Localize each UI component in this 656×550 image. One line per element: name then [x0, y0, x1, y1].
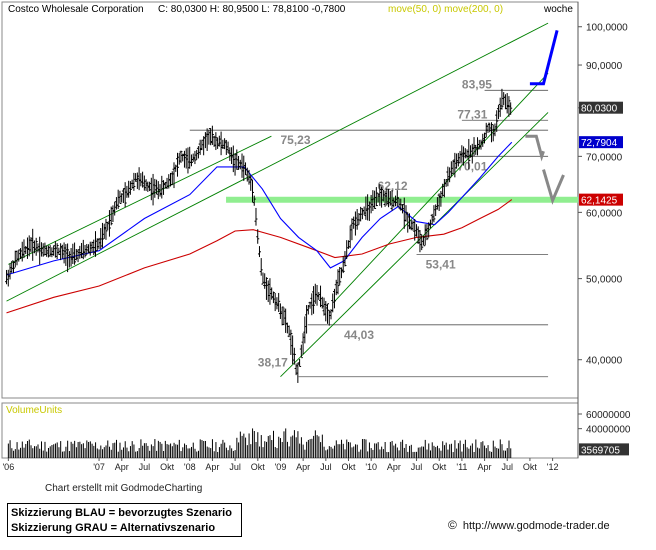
trend-channel-line: [8, 135, 272, 265]
price-tag: [579, 101, 623, 114]
chart-title: Costco Wholesale Corporation: [8, 4, 144, 15]
x-tick-label: Apr: [205, 462, 219, 472]
x-tick-label: '07: [93, 462, 105, 472]
y-tick-label: 90,0000: [586, 61, 623, 72]
volume-tick-label: 40000000: [586, 425, 631, 436]
x-tick-label: Apr: [387, 462, 401, 472]
y-tick-label: 70,0000: [586, 152, 623, 163]
chart-credit: Chart erstellt mit GodmodeCharting: [45, 483, 203, 494]
price-tag-label: 62,1425: [581, 196, 618, 207]
level-label: 77,31: [457, 107, 487, 121]
x-tick-label: Okt: [251, 462, 266, 472]
source-link[interactable]: © http://www.godmode-trader.de: [448, 518, 610, 532]
period-label: woche: [543, 4, 573, 15]
scenario-legend: Skizzierung BLAU = bevorzugtes Szenario …: [7, 503, 242, 537]
volume-tag: [579, 443, 629, 456]
x-tick-label: '12: [547, 462, 559, 472]
trend-channel-line: [280, 112, 549, 378]
price-tag: [579, 193, 623, 206]
x-tick-label: '09: [275, 462, 287, 472]
x-tick-label: Okt: [523, 462, 538, 472]
x-tick-label: '08: [184, 462, 196, 472]
trend-channel-line: [6, 22, 549, 302]
legend-blue: Skizzierung BLAU = bevorzugtes Szenario: [11, 507, 232, 519]
price-tag-label: 80,0300: [581, 104, 618, 115]
y-tick-label: 60,0000: [586, 208, 623, 219]
grey-scenario-arrow: [525, 134, 545, 162]
volume-tag-label: 3569705: [581, 445, 620, 456]
support-zone: [226, 196, 578, 203]
x-tick-label: Apr: [478, 462, 492, 472]
ma50-line: [6, 141, 513, 276]
source-url: http://www.godmode-trader.de: [462, 520, 610, 532]
grey-scenario-arrow: [542, 169, 565, 205]
x-tick-label: Jul: [320, 462, 332, 472]
y-tick-label: 40,0000: [586, 356, 623, 367]
ma200-line: [6, 199, 513, 314]
x-tick-label: Apr: [296, 462, 310, 472]
level-label: 75,23: [280, 133, 310, 147]
x-tick-label: Jul: [411, 462, 423, 472]
x-tick-label: Okt: [160, 462, 175, 472]
level-label: 38,17: [258, 356, 288, 370]
x-tick-label: Jul: [139, 462, 151, 472]
x-tick-label: '11: [456, 462, 467, 472]
level-label: 53,41: [426, 258, 456, 272]
x-tick-label: Jul: [501, 462, 513, 472]
y-tick-label: 50,0000: [586, 275, 623, 286]
trend-channel-line: [334, 72, 549, 302]
x-tick-label: Jul: [229, 462, 241, 472]
ohlc-readout: C: 80,0300 H: 80,9500 L: 78,8100 -0,7800: [158, 4, 346, 15]
price-tag: [579, 136, 623, 149]
x-tick-label: Apr: [115, 462, 129, 472]
level-label: 44,03: [344, 328, 374, 342]
x-tick-label: '10: [365, 462, 377, 472]
legend-grey: Skizzierung GRAU = Alternativszenario: [11, 522, 216, 534]
blue-scenario-arrow: [529, 30, 559, 86]
copyright-icon: ©: [448, 518, 457, 532]
level-label: 62,12: [378, 179, 408, 193]
x-tick-label: Okt: [341, 462, 356, 472]
x-tick-label: '06: [2, 462, 14, 472]
moving-average-label: move(50, 0) move(200, 0): [388, 4, 503, 15]
volume-tick-label: 60000000: [586, 410, 631, 421]
stock-chart: 83,95 77,31 75,23 70,01 62,12 53,41 44,03 38,17…: [1, 1, 631, 472]
level-label: 70,01: [457, 159, 487, 173]
level-label: 83,95: [462, 77, 492, 91]
y-tick-label: 100,0000: [586, 23, 628, 34]
price-tag-label: 72,7904: [581, 138, 618, 149]
x-tick-label: Okt: [432, 462, 447, 472]
volume-label: VolumeUnits: [6, 405, 62, 416]
